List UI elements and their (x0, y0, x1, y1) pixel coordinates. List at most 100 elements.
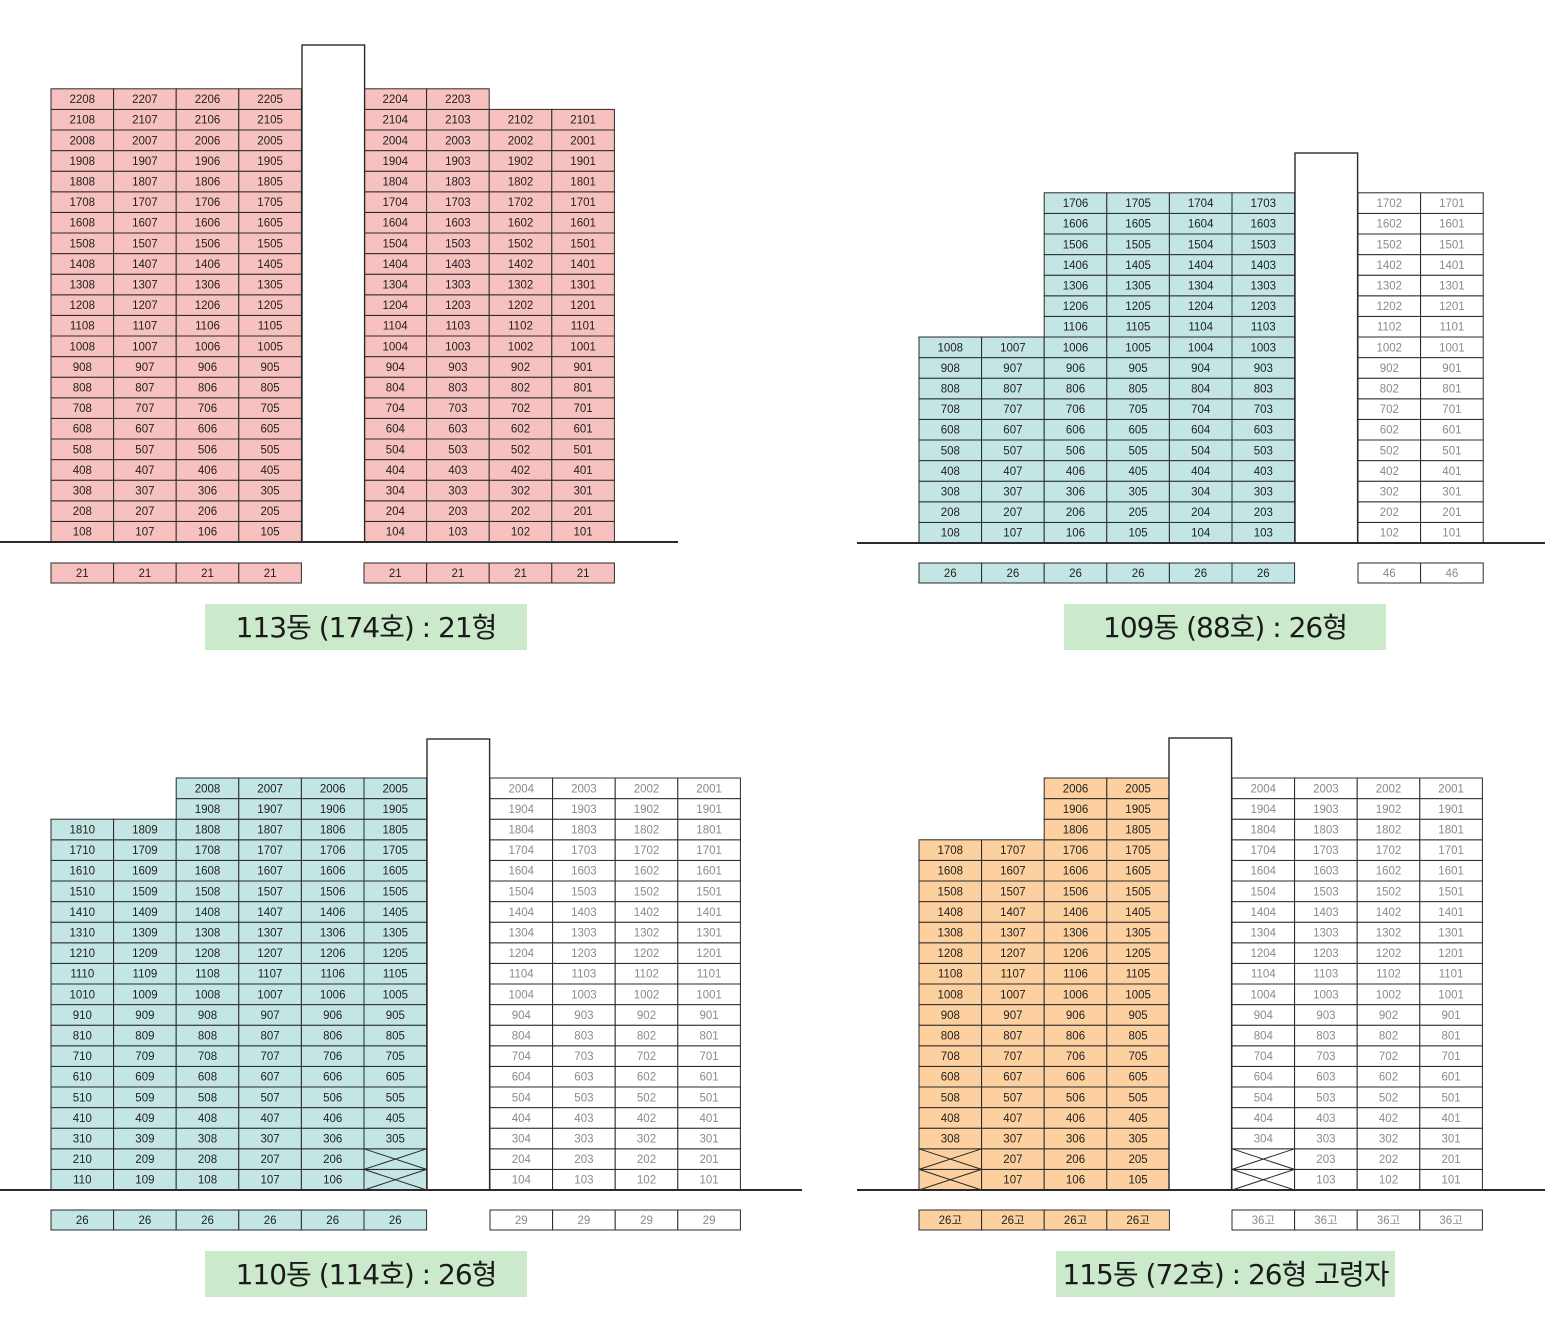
unit-number: 1406 (1063, 260, 1089, 272)
unit-number: 1402 (1376, 907, 1402, 919)
unit-number: 505 (1129, 445, 1148, 457)
unit-type-label: 26 (264, 1215, 277, 1227)
unit-number: 609 (135, 1072, 154, 1084)
unit-number: 1207 (1000, 948, 1026, 960)
stair-core (426, 738, 491, 1191)
unit-number: 2003 (1313, 783, 1339, 795)
unit-number: 501 (574, 444, 593, 456)
unit-number: 407 (261, 1113, 280, 1125)
unit-type-label: 26 (139, 1215, 152, 1227)
unit-number: 1003 (1251, 342, 1277, 354)
unit-number: 1105 (1126, 969, 1151, 981)
unit-number: 1805 (1125, 825, 1151, 837)
unit-number: 910 (73, 1010, 92, 1022)
unit-number: 1101 (571, 321, 596, 333)
unit-number: 1305 (1125, 928, 1151, 940)
unit-number: 1303 (1313, 928, 1339, 940)
unit-number: 1403 (1251, 260, 1277, 272)
unit-number: 1008 (938, 989, 964, 1001)
unit-number: 105 (1129, 1175, 1148, 1187)
unit-number: 906 (323, 1010, 342, 1022)
unit-number: 408 (941, 1113, 960, 1125)
unit-number: 409 (135, 1113, 154, 1125)
unit-number: 104 (512, 1175, 532, 1187)
unit-number: 404 (386, 465, 406, 477)
unit-number: 1901 (1438, 804, 1464, 816)
unit-type-label: 29 (515, 1215, 528, 1227)
unit-number: 306 (323, 1134, 342, 1146)
unit-number: 2104 (383, 115, 409, 127)
unit-number: 1609 (132, 866, 158, 878)
unit-number: 1408 (938, 907, 964, 919)
unit-number: 2004 (1251, 783, 1277, 795)
unit-number: 1206 (195, 300, 221, 312)
unit-number: 1903 (445, 156, 471, 168)
unit-number: 408 (198, 1113, 217, 1125)
unit-number: 1604 (383, 218, 409, 230)
unit-number: 303 (1254, 487, 1273, 499)
unit-number: 1806 (195, 177, 221, 189)
empty-unit-cross (363, 1148, 427, 1170)
unit-number: 410 (73, 1113, 92, 1125)
unit-number: 405 (1129, 1113, 1148, 1125)
unit-number: 1506 (1063, 886, 1089, 898)
unit-number: 903 (448, 362, 467, 374)
unit-number: 107 (1003, 1175, 1022, 1187)
unit-number: 1303 (445, 280, 471, 292)
unit-number: 107 (135, 527, 154, 539)
unit-type-cell (1420, 562, 1484, 584)
unit-number: 1308 (938, 928, 964, 940)
unit-number: 102 (511, 527, 530, 539)
unit-number: 1501 (570, 238, 596, 250)
unit-number: 701 (700, 1051, 719, 1063)
unit-number: 1805 (257, 177, 283, 189)
unit-number: 804 (1254, 1031, 1274, 1043)
unit-number: 302 (511, 486, 530, 498)
unit-number: 2206 (195, 94, 221, 106)
unit-number: 1802 (634, 825, 660, 837)
unit-cell (426, 88, 490, 110)
unit-number: 503 (448, 444, 467, 456)
unit-number: 106 (1066, 1175, 1085, 1187)
unit-number: 1004 (383, 341, 409, 353)
unit-number: 1407 (257, 907, 283, 919)
unit-number: 1304 (383, 280, 409, 292)
unit-number: 1301 (1438, 928, 1464, 940)
unit-number: 407 (1003, 1113, 1022, 1125)
unit-number: 305 (386, 1134, 405, 1146)
unit-number: 1605 (383, 866, 409, 878)
unit-number: 1802 (508, 177, 534, 189)
unit-number: 208 (198, 1154, 217, 1166)
unit-number: 801 (1442, 384, 1461, 396)
unit-number: 2108 (70, 115, 96, 127)
unit-number: 502 (1380, 445, 1399, 457)
unit-number: 1804 (383, 177, 409, 189)
unit-type-label: 29 (578, 1215, 591, 1227)
unit-number: 1705 (257, 197, 283, 209)
unit-type-label: 36고 (1252, 1215, 1275, 1227)
unit-number: 401 (1442, 466, 1461, 478)
unit-type-label: 26 (1007, 568, 1020, 580)
unit-number: 505 (1129, 1092, 1148, 1104)
unit-number: 506 (1066, 1092, 1085, 1104)
unit-number: 604 (1191, 425, 1211, 437)
unit-number: 302 (1379, 1134, 1398, 1146)
unit-number: 909 (135, 1010, 154, 1022)
unit-number: 106 (198, 527, 217, 539)
unit-number: 905 (386, 1010, 405, 1022)
unit-number: 1503 (445, 238, 471, 250)
unit-number: 504 (386, 444, 406, 456)
unit-number: 1504 (383, 238, 409, 250)
unit-number: 508 (941, 1092, 960, 1104)
building-title-box (1064, 604, 1386, 650)
unit-number: 1306 (1063, 928, 1089, 940)
building-113: 108 208 308 408 508 608 708 808 908 1008 1108 1208 1… (0, 44, 678, 650)
unit-number: 904 (1191, 363, 1211, 375)
unit-number: 1703 (571, 845, 597, 857)
unit-number: 1906 (1063, 804, 1089, 816)
unit-number: 1905 (383, 804, 409, 816)
unit-number: 1704 (1188, 198, 1214, 210)
unit-number: 1301 (1439, 281, 1465, 293)
unit-type-label: 26고 (1064, 1215, 1087, 1227)
unit-number: 601 (700, 1072, 719, 1084)
